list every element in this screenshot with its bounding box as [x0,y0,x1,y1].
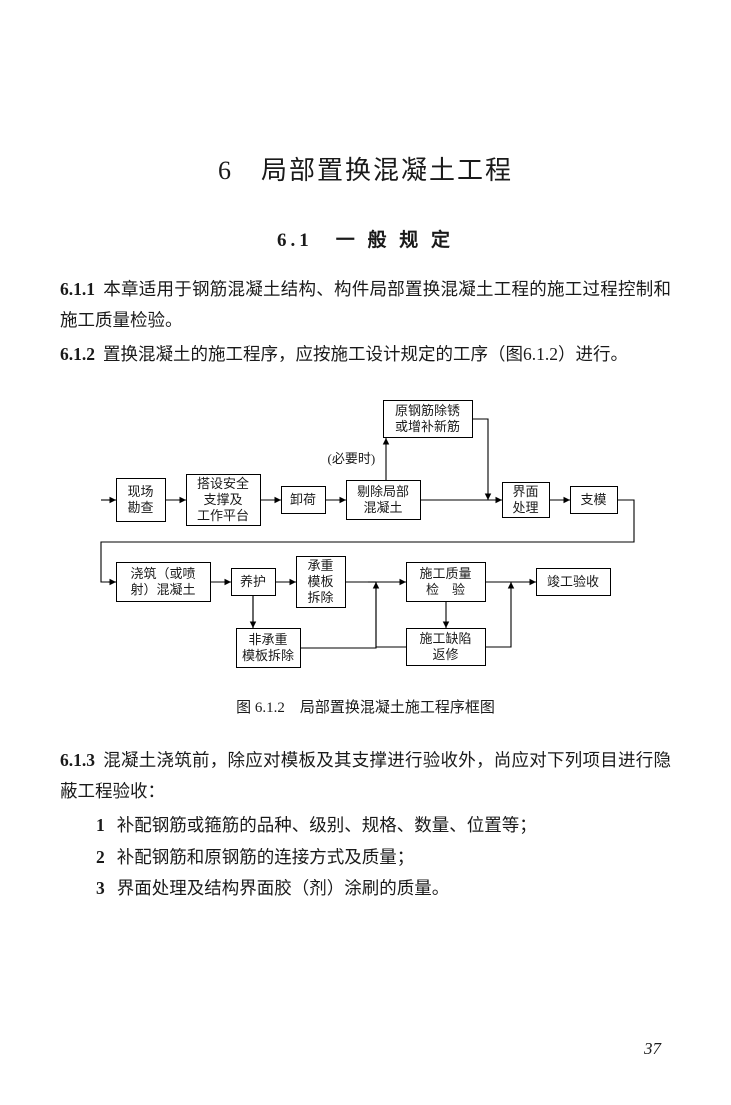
list-item-3: 3 界面处理及结构界面胶（剂）涂刷的质量。 [60,873,671,905]
node-label: 施工质量检 验 [419,566,471,599]
list-text: 界面处理及结构界面胶（剂）涂刷的质量。 [117,878,450,898]
flowchart-caption: 图 6.1.2 局部置换混凝土施工程序框图 [60,696,671,717]
flow-node-n0: 原钢筋除锈或增补新筋 [383,400,473,438]
node-label: 原钢筋除锈或增补新筋 [395,403,460,436]
list-item-2: 2 补配钢筋和原钢筋的连接方式及质量； [60,842,671,874]
flow-node-n11: 竣工验收 [536,568,611,596]
flow-node-n12: 非承重模板拆除 [236,628,301,668]
flow-node-n5: 界面处理 [502,482,550,518]
node-label: 搭设安全支撑及工作平台 [197,476,249,525]
node-label: 剔除局部混凝土 [357,484,409,517]
flow-node-n9: 承重模板拆除 [296,556,346,608]
para-text: 本章适用于钢筋混凝土结构、构件局部置换混凝土工程的施工过程控制和施工质量检验。 [60,279,671,330]
flow-node-n3: 卸荷 [281,486,326,514]
node-label: 施工缺陷返修 [419,631,471,664]
node-label: 承重模板拆除 [307,558,333,607]
list-text: 补配钢筋和原钢筋的连接方式及质量； [117,847,415,867]
node-label: 浇筑（或喷射）混凝土 [130,566,195,599]
node-label: 支模 [580,492,606,508]
list-num: 3 [96,878,105,898]
page-number: 37 [644,1039,661,1059]
chapter-title: 6 局部置换混凝土工程 [60,150,671,187]
caption-num: 图 6.1.2 [236,700,285,716]
flow-node-n4: 剔除局部混凝土 [346,480,421,520]
list-text: 补配钢筋或箍筋的品种、级别、规格、数量、位置等； [117,815,537,835]
para-text: 混凝土浇筑前，除应对模板及其支撑进行验收外，尚应对下列项目进行隐蔽工程验收： [60,750,671,801]
flow-node-n13: 施工缺陷返修 [406,628,486,666]
flow-node-n10: 施工质量检 验 [406,562,486,602]
para-text: 置换混凝土的施工程序，应按施工设计规定的工序（图6.1.2）进行。 [103,344,628,364]
node-label: 界面处理 [512,484,538,517]
section-title: 6.1 一 般 规 定 [60,225,671,252]
para-num: 6.1.3 [60,750,95,770]
flow-node-n8: 养护 [231,568,276,596]
flow-node-n6: 支模 [570,486,618,514]
caption-text: 局部置换混凝土施工程序框图 [300,700,495,716]
para-6-1-3: 6.1.3混凝土浇筑前，除应对模板及其支撑进行验收外，尚应对下列项目进行隐蔽工程… [60,745,671,806]
para-6-1-2: 6.1.2 置换混凝土的施工程序，应按施工设计规定的工序（图6.1.2）进行。 [60,339,671,370]
para-num: 6.1.1 [60,279,95,299]
node-label: 现场勘查 [127,484,153,517]
chapter-number: 6 [218,156,233,185]
flowchart-6-1-2: 原钢筋除锈或增补新筋 现场勘查 搭设安全支撑及工作平台 卸荷 剔除局部混凝土 界… [86,400,646,680]
list-num: 1 [96,815,105,835]
para-6-1-1: 6.1.1本章适用于钢筋混凝土结构、构件局部置换混凝土工程的施工过程控制和施工质… [60,274,671,335]
section-number: 6.1 [277,230,313,251]
chapter-title-text: 局部置换混凝土工程 [261,156,513,185]
para-num: 6.1.2 [60,344,95,364]
flow-node-n7: 浇筑（或喷射）混凝土 [116,562,211,602]
flow-annotation: (必要时) [328,448,376,467]
flowchart-arrows [86,400,646,680]
node-label: 非承重模板拆除 [242,632,294,665]
node-label: 卸荷 [290,492,316,508]
list-num: 2 [96,847,105,867]
section-title-text: 一 般 规 定 [336,230,454,251]
flow-node-n2: 搭设安全支撑及工作平台 [186,474,261,526]
flow-node-n1: 现场勘查 [116,478,166,522]
list-item-1: 1 补配钢筋或箍筋的品种、级别、规格、数量、位置等； [60,810,671,842]
node-label: 竣工验收 [547,574,599,590]
node-label: 养护 [240,574,266,590]
